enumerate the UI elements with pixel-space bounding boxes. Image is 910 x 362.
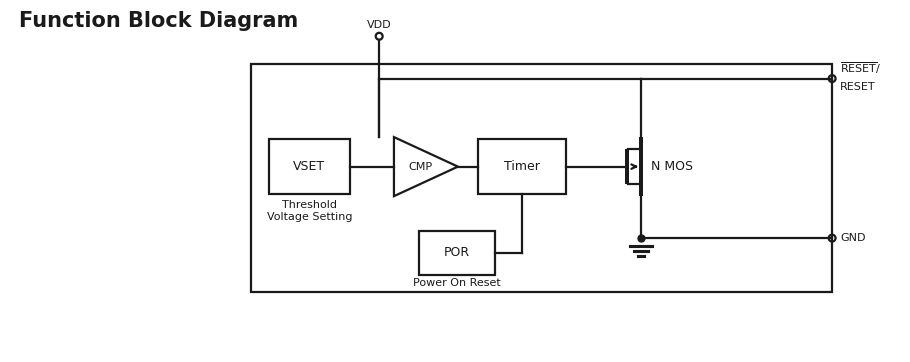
Text: Timer: Timer <box>504 160 540 173</box>
Text: Threshold
Voltage Setting: Threshold Voltage Setting <box>267 200 352 222</box>
Bar <box>419 231 495 274</box>
Text: GND: GND <box>840 233 865 243</box>
Text: POR: POR <box>444 247 470 260</box>
Bar <box>268 139 349 194</box>
Bar <box>478 139 566 194</box>
Text: VSET: VSET <box>293 160 326 173</box>
Text: CMP: CMP <box>409 161 433 172</box>
Text: Power On Reset: Power On Reset <box>413 278 500 289</box>
Text: RESET: RESET <box>840 81 875 92</box>
Text: Function Block Diagram: Function Block Diagram <box>19 10 298 31</box>
Text: $\overline{\mathregular{RESET}}$/: $\overline{\mathregular{RESET}}$/ <box>840 60 882 76</box>
Text: VDD: VDD <box>367 20 391 30</box>
Bar <box>251 64 832 292</box>
Text: N MOS: N MOS <box>651 160 693 173</box>
